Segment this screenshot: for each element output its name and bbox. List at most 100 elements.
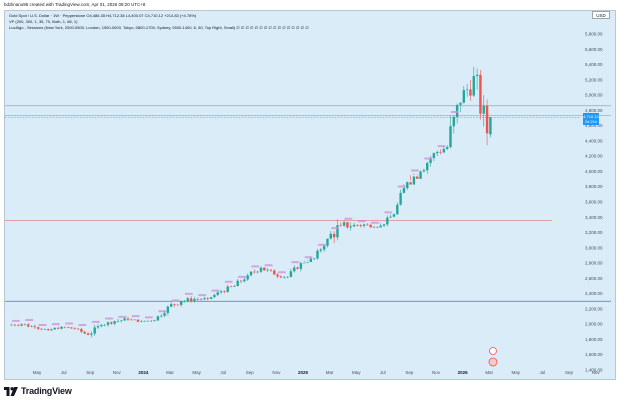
sessions-indicator-legend[interactable]: LuxAlgo - Sessions (New York, 2000-0500,… [9, 25, 309, 30]
candle-body [130, 319, 133, 321]
candle-body [20, 324, 23, 326]
candle-body [170, 304, 173, 307]
candle-body [150, 320, 153, 322]
session-label [198, 294, 207, 297]
time-tick-label: Jul [61, 370, 67, 375]
candle-body [17, 325, 20, 326]
session-labels [11, 111, 459, 327]
candle-body [432, 153, 436, 159]
candle-body [336, 225, 339, 238]
candle-body [442, 148, 446, 153]
chart-header: bdzlinano96 created with TradingView.com… [4, 2, 146, 7]
candle-body [402, 188, 406, 193]
price-tick-label: 3,800.00 [585, 184, 603, 189]
candle-body [465, 89, 469, 91]
session-label [331, 227, 340, 230]
session-label [171, 299, 180, 302]
time-tick-label: Jul [380, 370, 386, 375]
candle-body [219, 291, 223, 293]
symbol-legend[interactable]: Gold Spot / U.S. Dollar · 1W · Peppersto… [9, 13, 197, 18]
candle-body [392, 214, 396, 217]
session-label [317, 243, 326, 246]
price-tick-label: 5,600.00 [585, 47, 603, 52]
time-tick-label: May [512, 370, 521, 375]
session-label [78, 324, 87, 327]
candle-body [146, 320, 150, 322]
last-price-badge: 4,710.12 2d 21h [583, 113, 599, 125]
session-label [38, 324, 47, 327]
candle-body [475, 74, 479, 76]
session-label [184, 292, 193, 295]
candle-body [469, 89, 472, 96]
time-tick-label: Jul [220, 370, 226, 375]
candle-body [116, 320, 120, 322]
time-tick-label: Sep [86, 370, 95, 375]
price-tick-label: 3,600.00 [585, 200, 603, 205]
candle-body [346, 222, 349, 228]
candle-body [263, 267, 266, 271]
last-price-countdown: 2d 21h [584, 119, 598, 124]
candle-body [160, 315, 163, 317]
time-tick-label: May [192, 370, 201, 375]
candle-body [269, 269, 273, 271]
candle-body [316, 250, 319, 259]
candlesticks [10, 66, 492, 338]
time-tick-label: 2026 [458, 370, 469, 375]
time-tick-label: Sep [565, 370, 574, 375]
candle-body [90, 333, 93, 335]
candle-body [416, 176, 419, 179]
candle-body [296, 267, 299, 269]
candle-body [322, 245, 326, 250]
candle-body [455, 104, 459, 117]
candle-body [259, 267, 263, 272]
candle-body [239, 280, 243, 282]
candle-body [53, 327, 57, 330]
candle-body [489, 117, 492, 135]
candle-body [362, 224, 366, 226]
price-tick-label: 3,200.00 [585, 230, 603, 235]
earnings-marker-icon [488, 357, 498, 367]
candle-body [40, 328, 43, 330]
candle-body [176, 304, 180, 306]
currency-selector[interactable]: USD [592, 11, 610, 19]
time-tick-label: May [352, 370, 361, 375]
candle-body [479, 74, 482, 114]
candle-body [86, 333, 90, 335]
price-tick-label: 4,800.00 [585, 108, 603, 113]
candle-body [436, 151, 439, 154]
price-tick-label: 4,000.00 [585, 169, 603, 174]
candle-body [113, 321, 116, 324]
candle-body [236, 280, 239, 286]
session-label [211, 289, 220, 292]
candle-body [306, 261, 309, 263]
volume-profile-legend[interactable]: VP (200, 300, 1, 35, 70, Both, 1, 68, 1) [9, 19, 78, 24]
candle-body [342, 222, 346, 226]
candle-body [143, 320, 146, 322]
candle-body [153, 320, 156, 322]
candle-body [409, 182, 412, 185]
time-tick-label: Mar [326, 370, 334, 375]
candle-body [449, 126, 452, 148]
session-label [91, 320, 100, 323]
session-label [131, 315, 140, 318]
candle-body [399, 192, 402, 205]
candle-body [276, 274, 279, 277]
session-label [144, 316, 153, 319]
candle-body [349, 226, 352, 228]
session-label [277, 271, 286, 274]
candle-body [289, 271, 293, 277]
session-label [371, 221, 380, 224]
candle-body [283, 276, 286, 278]
price-tick-label: 4,400.00 [585, 138, 603, 143]
candle-body [326, 238, 329, 246]
candle-body [100, 324, 103, 327]
candle-body [93, 327, 96, 334]
candle-body [372, 227, 376, 228]
time-tick-label: Nov [432, 370, 441, 375]
price-tick-label: 5,000.00 [585, 93, 603, 98]
candle-body [106, 322, 110, 325]
candle-body [10, 324, 13, 326]
session-label [158, 310, 167, 313]
candle-body [386, 217, 389, 225]
